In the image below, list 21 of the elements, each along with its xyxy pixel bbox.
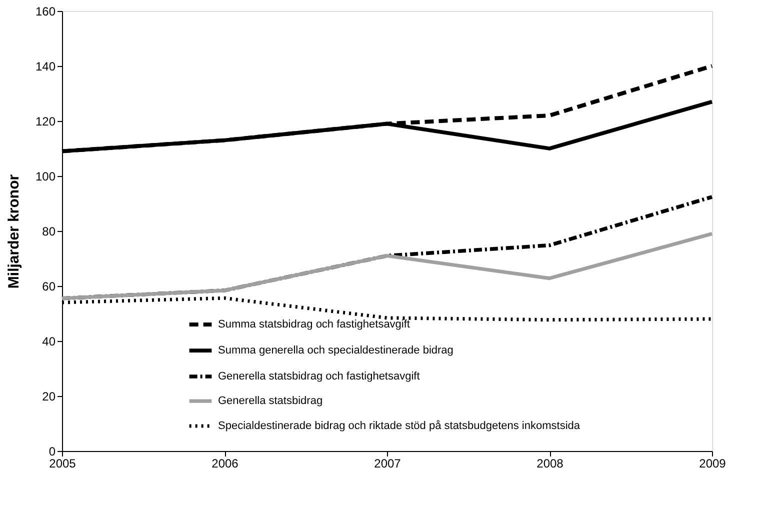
- y-tick-label: 140: [35, 60, 56, 74]
- legend-label: Generella statsbidrag och fastighetsavgift: [218, 370, 420, 382]
- line-series: [60, 232, 714, 300]
- y-tick-label: 160: [35, 4, 56, 18]
- y-tick-label: 0: [48, 444, 56, 458]
- y-tick-label: 40: [42, 334, 56, 348]
- legend-label: Summa generella och specialdestinerade bidrag: [218, 344, 454, 356]
- legend-label: Specialdestinerade bidrag och riktade stöd på statsbudgetens inkomstsida: [218, 420, 581, 432]
- y-tick-label: 60: [42, 280, 56, 294]
- y-tick-label: 80: [42, 224, 56, 238]
- x-tick-label: 2007: [374, 456, 402, 470]
- y-tick-label: 120: [35, 114, 56, 128]
- x-tick-label: 2009: [699, 456, 726, 470]
- legend-label: Generella statsbidrag: [218, 395, 323, 407]
- x-tick-label: 2005: [49, 456, 76, 470]
- y-axis-title: Miljarder kronor: [5, 174, 22, 289]
- legend-label: Summa statsbidrag och fastighetsavgift: [218, 318, 410, 330]
- y-tick-label: 20: [42, 390, 56, 404]
- x-tick-label: 2008: [536, 456, 564, 470]
- x-tick-label: 2006: [212, 456, 239, 470]
- y-tick-label: 100: [35, 170, 56, 184]
